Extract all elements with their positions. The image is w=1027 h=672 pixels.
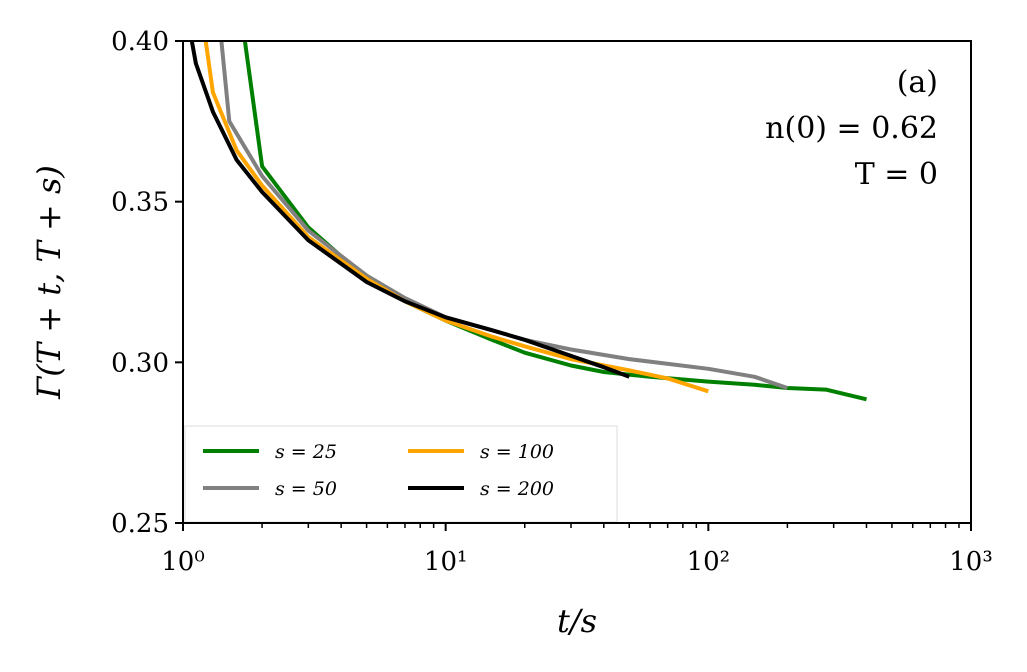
y-axis-label: Γ(T + t, T + s) [30,165,68,400]
x-tick-label: 10⁰ [161,547,205,577]
annotation-temperature: T = 0 [855,157,938,192]
x-tick-label: 10³ [949,547,993,577]
x-tick-label: 10¹ [424,547,468,577]
annotation-box: (a) n(0) = 0.62 T = 0 [765,65,938,192]
legend-label-s200: s = 200 [480,478,554,500]
legend-label-s50: s = 50 [275,478,337,500]
legend: s = 25 s = 50 s = 100 s = 200 [184,425,618,523]
annotation-initial-condition: n(0) = 0.62 [765,111,938,146]
y-tick-label: 0.35 [111,188,169,218]
y-tick-label: 0.40 [111,27,169,57]
legend-label-s25: s = 25 [275,441,337,463]
y-tick-label: 0.25 [111,509,169,539]
x-tick-label: 10² [687,547,731,577]
series-layer [189,41,867,402]
legend-frame [184,425,618,523]
x-axis-label: t/s [557,602,597,640]
series-line-s200 [189,41,631,379]
ticks-layer: 0.25 0.30 0.35 0.40 10⁰ 10¹ 10² 10³ [111,27,993,577]
plot-frame [182,40,972,524]
legend-label-s100: s = 100 [480,441,554,463]
annotation-panel-label: (a) [897,65,938,100]
y-tick-label: 0.30 [111,348,169,378]
